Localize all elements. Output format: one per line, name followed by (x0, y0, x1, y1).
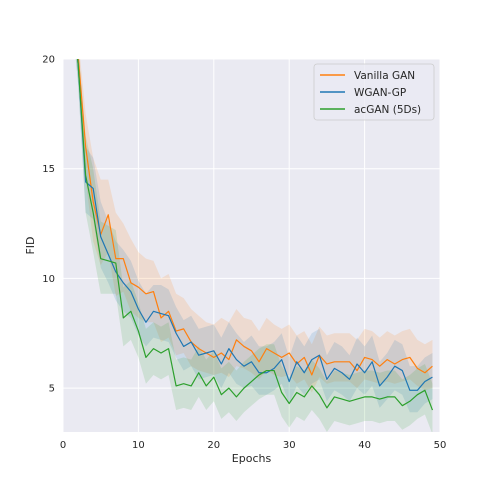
legend-label-1: WGAN-GP (354, 87, 406, 99)
series-band-1 (75, 59, 433, 413)
series-lines (77, 59, 434, 411)
x-axis-ticks: 0 10 20 30 40 50 (60, 440, 447, 451)
series-line-0 (77, 59, 433, 376)
y-tick-label-0: 5 (49, 384, 55, 395)
x-tick-label-1: 10 (132, 440, 145, 451)
x-axis-label: Epochs (232, 452, 272, 465)
y-axis-label: FID (24, 236, 37, 254)
plot-background (63, 59, 440, 432)
grid-lines (62, 58, 441, 432)
confidence-bands (75, 59, 433, 432)
series-band-0 (76, 59, 433, 393)
x-tick-label-5: 50 (434, 440, 447, 451)
legend: Vanilla GAN WGAN-GP acGAN (5Ds) (313, 63, 435, 121)
series-band-2 (75, 59, 433, 432)
y-tick-label-1: 10 (42, 274, 55, 285)
series-line-1 (77, 59, 433, 391)
y-tick-label-2: 15 (42, 164, 55, 175)
legend-box (313, 63, 435, 121)
y-tick-label-3: 20 (42, 55, 55, 66)
legend-label-2: acGAN (5Ds) (354, 104, 421, 116)
x-tick-label-3: 30 (283, 440, 296, 451)
x-tick-label-0: 0 (60, 440, 66, 451)
y-axis-ticks: 5 10 15 20 (42, 55, 55, 395)
series-line-2 (77, 59, 434, 411)
x-tick-label-2: 20 (207, 440, 220, 451)
legend-label-0: Vanilla GAN (354, 70, 415, 82)
x-tick-label-4: 40 (358, 440, 371, 451)
